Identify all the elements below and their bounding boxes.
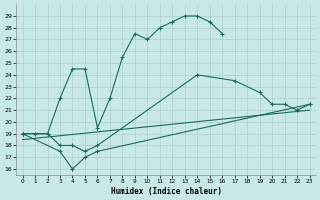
X-axis label: Humidex (Indice chaleur): Humidex (Indice chaleur) [111,187,221,196]
